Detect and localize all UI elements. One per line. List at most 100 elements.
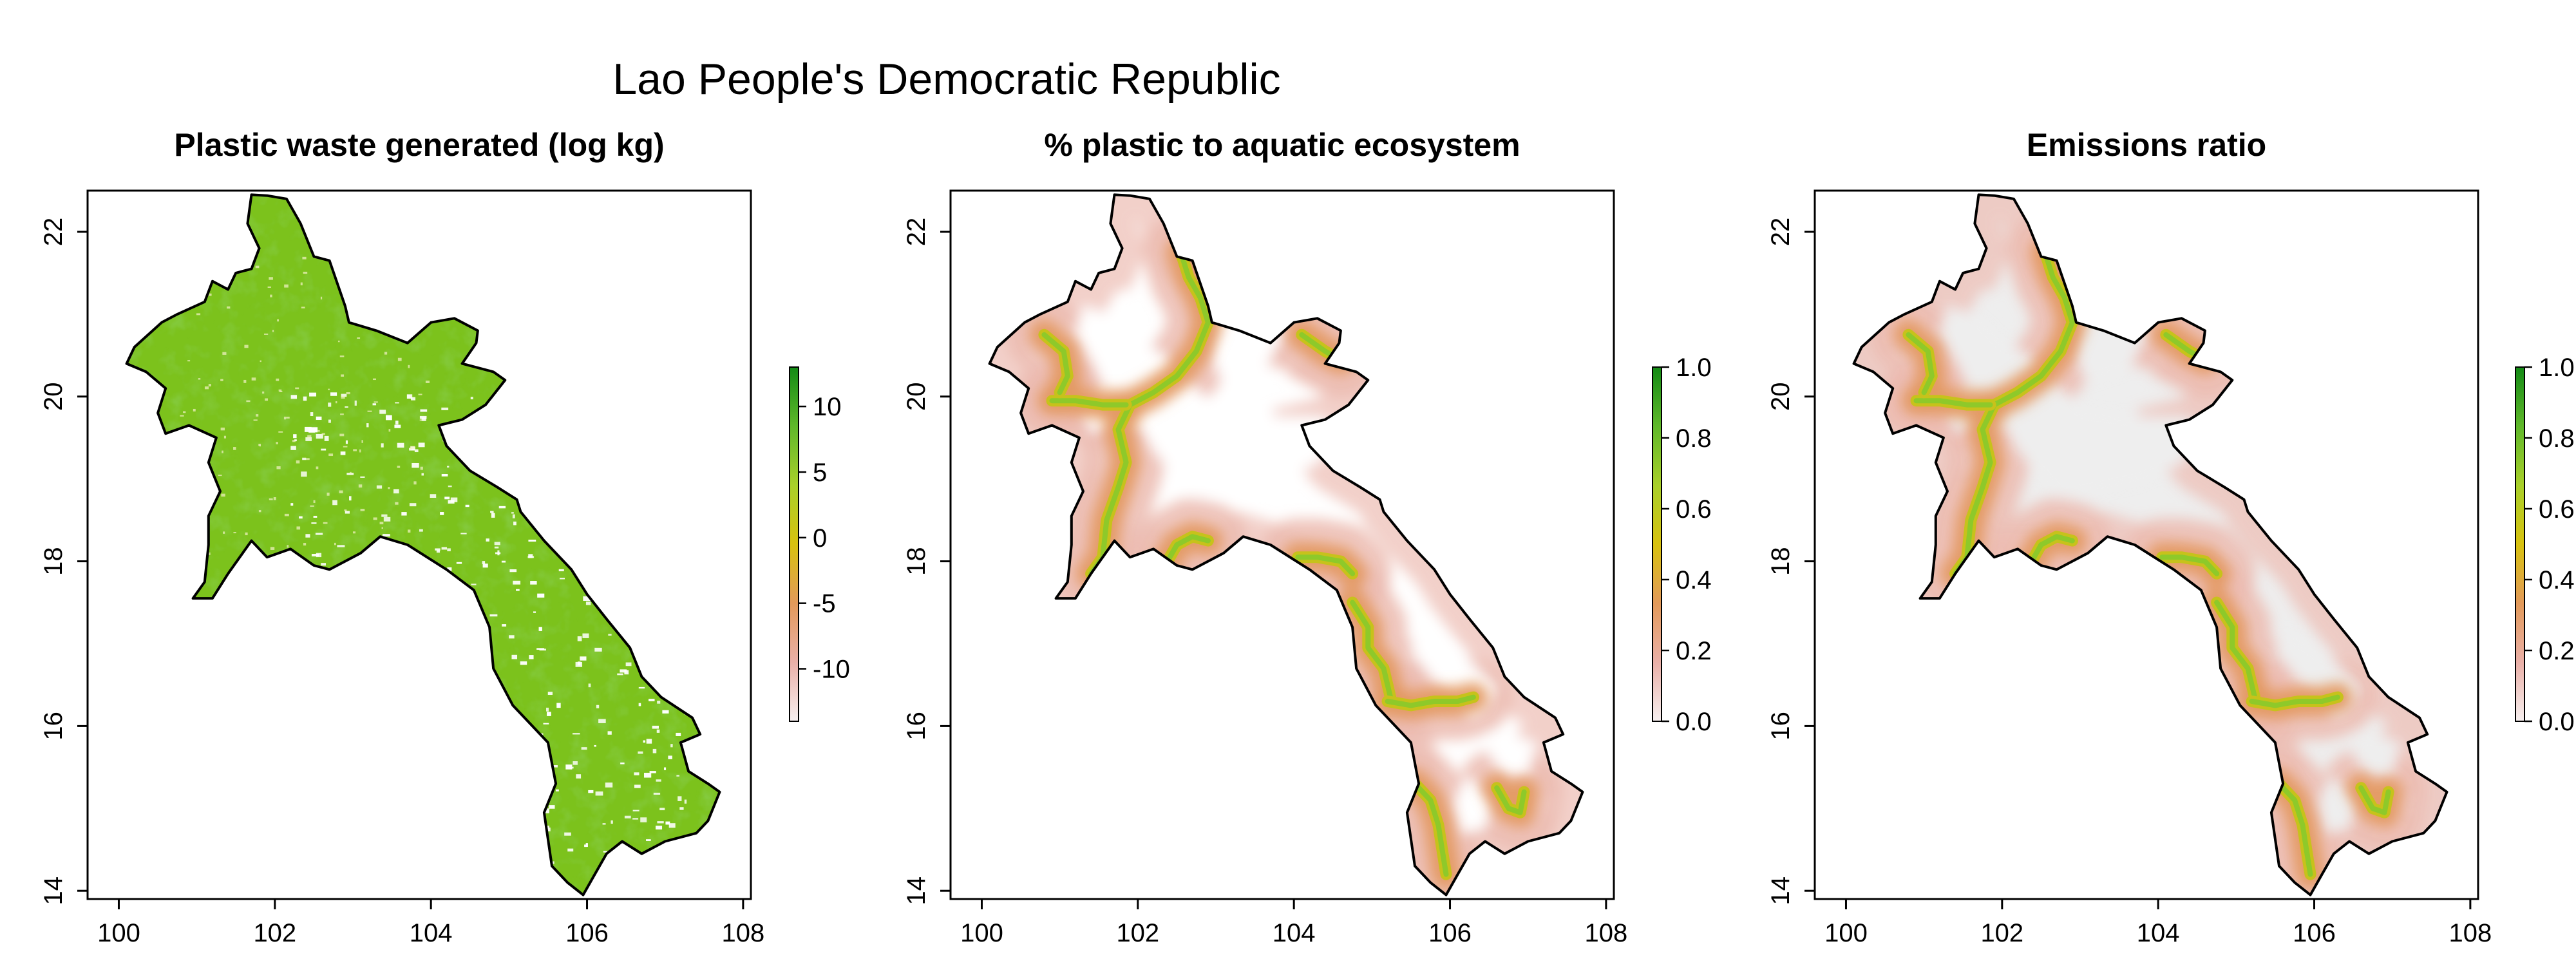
low-value-patch xyxy=(649,771,656,773)
low-value-patch xyxy=(632,810,639,811)
low-value-patch xyxy=(233,447,236,450)
low-value-patch xyxy=(693,851,696,855)
low-value-patch xyxy=(436,549,440,553)
low-value-patch xyxy=(301,471,307,477)
x-tick-label: 108 xyxy=(722,919,765,947)
low-value-patch xyxy=(459,860,464,862)
low-value-patch xyxy=(220,379,223,381)
low-value-patch xyxy=(613,862,616,867)
low-value-patch xyxy=(497,811,500,816)
low-value-patch xyxy=(272,330,274,332)
low-value-patch xyxy=(659,808,665,811)
low-value-patch xyxy=(296,692,299,697)
low-value-patch xyxy=(370,592,377,597)
low-value-patch xyxy=(553,765,558,768)
river-core xyxy=(1088,249,1211,576)
low-value-patch xyxy=(538,627,542,631)
low-value-patch xyxy=(670,678,677,684)
low-value-patch xyxy=(381,443,384,448)
low-value-patch xyxy=(321,563,326,566)
low-value-patch xyxy=(382,534,390,537)
low-value-patch xyxy=(616,397,625,400)
river-core xyxy=(2358,785,2391,815)
low-value-patch xyxy=(395,402,399,404)
low-value-patch xyxy=(637,856,641,858)
low-value-patch xyxy=(434,714,442,716)
y-tick-label: 14 xyxy=(1766,876,1795,905)
low-value-patch xyxy=(304,426,312,432)
x-tick-label: 100 xyxy=(97,919,140,947)
low-value-patch xyxy=(418,393,422,395)
low-value-patch xyxy=(341,395,345,399)
low-value-patch xyxy=(311,553,319,556)
low-value-patch xyxy=(273,497,276,500)
low-value-patch xyxy=(516,450,519,454)
low-value-patch xyxy=(448,485,452,488)
colorbar-tick-label: 5 xyxy=(813,459,827,487)
low-value-patch xyxy=(310,412,314,417)
low-value-patch xyxy=(412,462,419,468)
y-tick-label: 18 xyxy=(1766,547,1795,576)
low-value-patch xyxy=(470,397,473,400)
low-value-patch xyxy=(646,739,652,744)
low-value-patch xyxy=(379,652,383,657)
low-value-patch xyxy=(646,839,651,841)
low-value-patch xyxy=(622,849,625,853)
low-value-patch xyxy=(516,589,520,591)
low-value-patch xyxy=(457,728,465,733)
low-value-patch xyxy=(536,460,540,466)
plot-frame xyxy=(86,189,752,900)
low-value-patch xyxy=(620,598,627,601)
colorbar-tick-label: 0.0 xyxy=(2539,708,2575,736)
colorbar-tick-label: 1.0 xyxy=(1676,354,1712,382)
low-value-patch xyxy=(310,505,314,507)
low-value-patch xyxy=(341,393,347,397)
low-value-patch xyxy=(440,512,444,515)
low-value-patch xyxy=(332,500,337,506)
low-value-patch xyxy=(269,498,273,500)
low-value-patch xyxy=(468,674,471,679)
low-value-patch xyxy=(433,570,440,576)
low-value-patch xyxy=(260,360,261,363)
colorbar-tick-label: 0.4 xyxy=(1676,566,1712,594)
low-value-patch xyxy=(379,522,384,525)
low-value-patch xyxy=(456,562,462,564)
colorbar-tick-label: 0.2 xyxy=(1676,637,1712,665)
low-value-patch xyxy=(359,449,361,453)
river-network xyxy=(1038,246,1530,880)
low-value-patch xyxy=(382,326,384,328)
low-value-patch xyxy=(388,487,390,489)
plot-frame xyxy=(1814,189,2479,900)
low-value-patch xyxy=(588,790,594,793)
low-value-patch xyxy=(299,516,303,519)
low-value-patch xyxy=(372,378,377,381)
low-value-patch xyxy=(489,614,498,617)
low-value-patch xyxy=(602,823,606,825)
low-value-patch xyxy=(694,756,701,761)
low-value-patch xyxy=(603,851,608,853)
low-value-patch xyxy=(420,409,428,412)
low-value-patch xyxy=(607,529,611,534)
low-value-patch xyxy=(407,705,414,709)
river-core xyxy=(1041,332,1070,395)
low-value-patch xyxy=(575,535,582,540)
low-value-patch xyxy=(554,478,558,480)
low-value-patch xyxy=(441,407,449,410)
low-value-patch xyxy=(360,509,365,511)
low-value-patch xyxy=(690,861,692,864)
low-value-patch xyxy=(345,511,350,514)
low-value-patch xyxy=(490,511,494,513)
low-value-patch xyxy=(377,597,385,601)
low-value-patch xyxy=(352,764,357,768)
low-value-patch xyxy=(668,755,672,759)
low-value-patch xyxy=(379,629,388,631)
highland-blank xyxy=(2353,730,2400,776)
low-value-patch xyxy=(447,567,452,571)
low-value-patch xyxy=(616,600,623,602)
waste-texture xyxy=(126,194,720,895)
low-value-patch xyxy=(497,410,501,416)
low-value-patch xyxy=(574,563,577,566)
low-value-patch xyxy=(399,571,405,574)
low-value-patch xyxy=(657,701,661,704)
low-value-patch xyxy=(366,423,369,428)
